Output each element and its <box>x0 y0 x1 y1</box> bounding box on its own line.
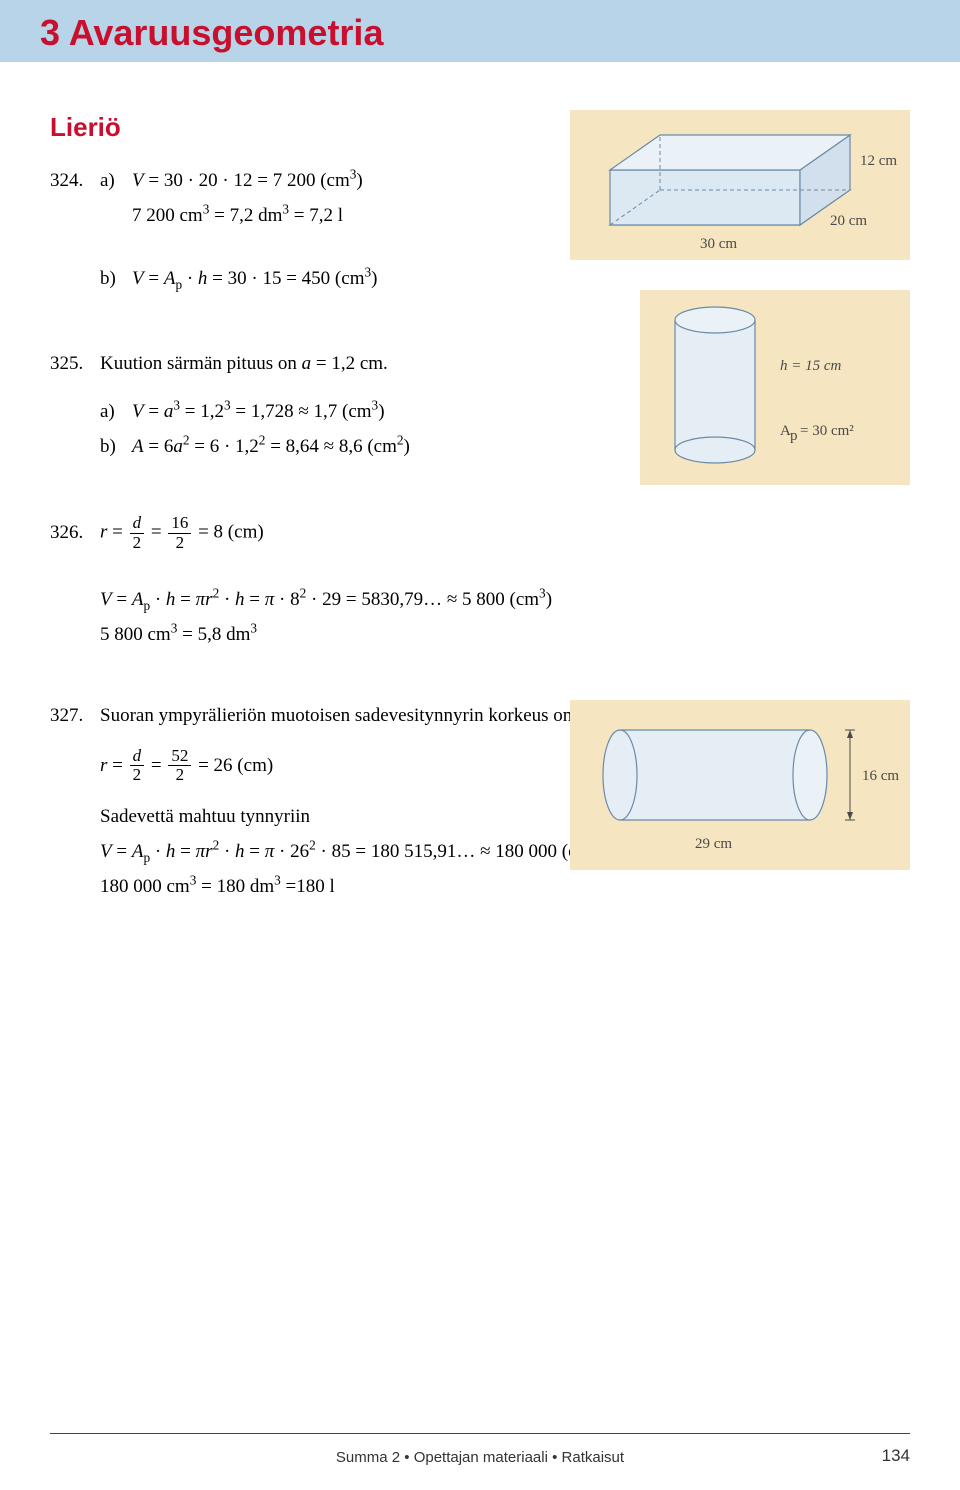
footer-rule <box>50 1433 910 1434</box>
equation-text: A = 6a2 = 6 · 1,22 = 8,64 ≈ 8,6 (cm2) <box>132 429 410 464</box>
problem-326: 326. r = d2 = 162 = 8 (cm) V = Ap · h = … <box>50 514 910 653</box>
part-label: a) <box>100 394 132 429</box>
equation-text: V = 30 · 20 · 12 = 7 200 (cm3) <box>132 163 363 198</box>
fig-label: 12 cm <box>860 153 897 169</box>
problem-number: 326. <box>50 515 100 550</box>
figure-cylinder-vertical: h = 15 cm A p = 30 cm² <box>640 290 910 485</box>
equation-text: V = a3 = 1,23 = 1,728 ≈ 1,7 (cm3) <box>132 394 385 429</box>
problem-number: 325. <box>50 346 100 381</box>
part-label: b) <box>100 261 132 296</box>
fig-label: 30 cm <box>700 236 737 252</box>
part-label: a) <box>100 163 132 198</box>
fig-label: h = 15 cm <box>780 358 842 374</box>
problem-number: 324. <box>50 163 100 198</box>
fig-label: 20 cm <box>830 213 867 229</box>
chapter-header: 3 Avaruusgeometria <box>0 0 960 62</box>
fig-label: = 30 cm² <box>800 423 854 439</box>
equation-text: V = Ap · h = πr2 · h = π · 82 · 29 = 583… <box>100 582 910 617</box>
fig-label: 16 cm <box>862 768 899 784</box>
equation-text: V = Ap · h = 30 · 15 = 450 (cm3) <box>132 261 377 296</box>
equation-text: r = d2 = 162 = 8 (cm) <box>100 514 264 552</box>
footer-text: Summa 2 • Opettajan materiaali • Ratkais… <box>0 1449 960 1466</box>
problem-number: 327. <box>50 698 100 733</box>
equation-text: 180 000 cm3 = 180 dm3 =180 l <box>100 869 910 904</box>
fig-label: p <box>790 428 798 444</box>
part-label: b) <box>100 429 132 464</box>
problem-text: Kuution särmän pituus on a = 1,2 cm. <box>100 346 388 381</box>
fig-label: 29 cm <box>695 836 732 852</box>
figure-cylinder-horizontal: 16 cm 29 cm <box>570 700 910 870</box>
equation-text: 5 800 cm3 = 5,8 dm3 <box>100 617 910 652</box>
figure-rect-prism: 30 cm 20 cm 12 cm <box>570 110 910 260</box>
page-number: 134 <box>882 1446 910 1466</box>
